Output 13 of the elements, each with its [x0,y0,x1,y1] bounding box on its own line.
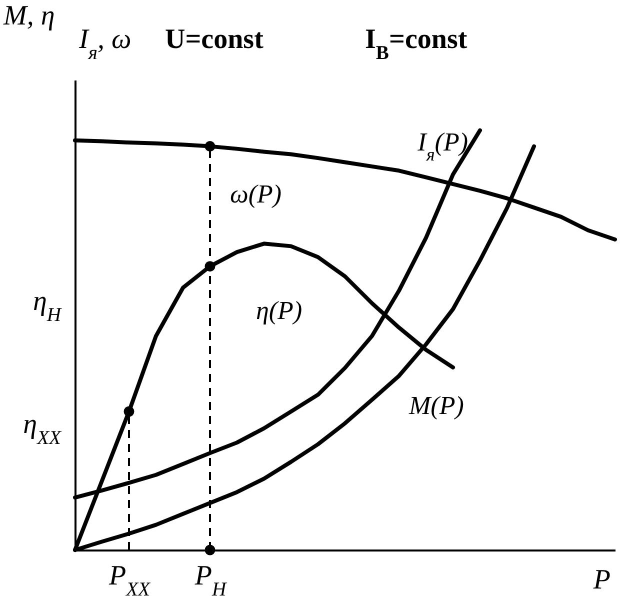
series-label: I$_{я}$(P) [416,127,468,164]
series-label: ω(P) [230,179,282,208]
y-axis-title: M, η [2,0,55,32]
series-label: M(P) [408,390,464,420]
text: I$_{я}$, ω [78,24,132,64]
x-tick-label: P$_{XX}$ [108,560,152,600]
text: η$_{Н}$ [32,286,63,326]
text: I$_{В}$=const [365,24,468,64]
x-axis-title: P [592,564,610,596]
text: η$_{XX}$ [23,409,62,448]
text: U=const [165,24,264,55]
series-label: η(P) [256,296,302,326]
x-tick-label: P$_{Н}$ [194,560,228,600]
